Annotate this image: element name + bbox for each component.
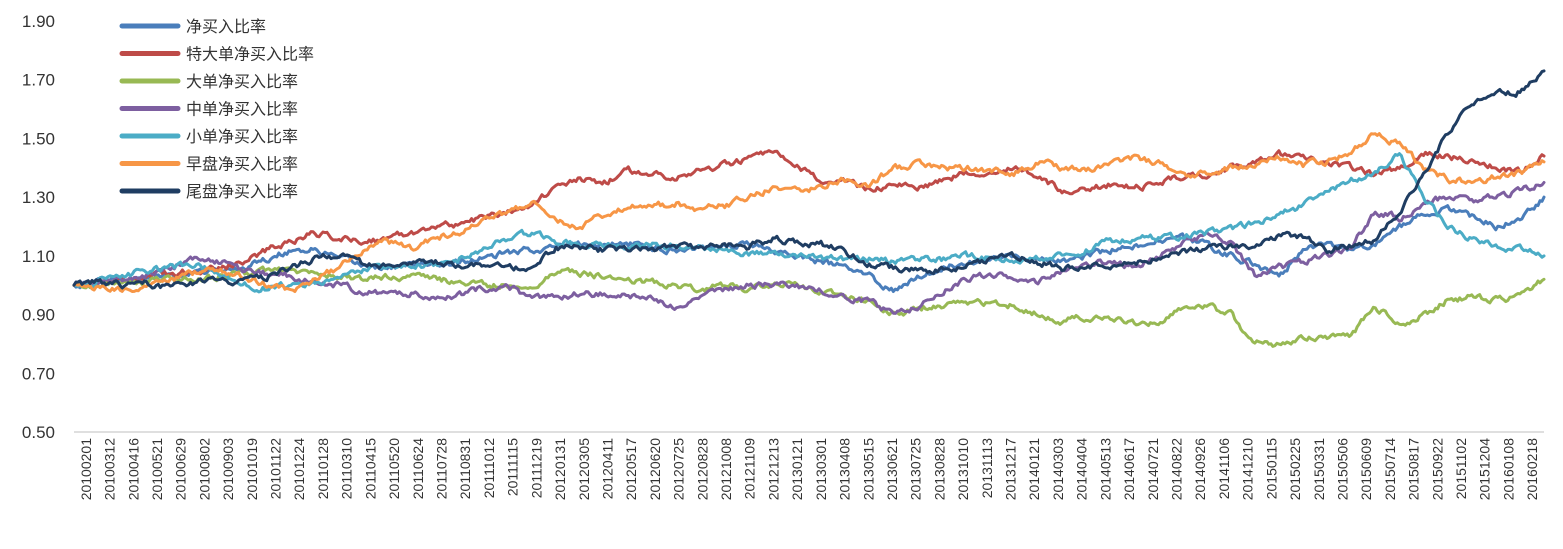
y-tick-label: 1.50	[22, 129, 55, 148]
x-tick-label: 20130301	[813, 438, 829, 501]
x-tick-label: 20160218	[1524, 438, 1540, 501]
x-tick-label: 20140513	[1097, 438, 1113, 501]
x-tick-label: 20150922	[1429, 438, 1445, 501]
x-tick-label: 20141210	[1240, 438, 1256, 501]
x-tick-label: 20131010	[955, 438, 971, 501]
x-tick-label: 20150115	[1263, 438, 1279, 499]
x-tick-label: 20111219	[528, 438, 544, 498]
x-tick-label: 20140822	[1169, 438, 1185, 501]
x-tick-label: 20111012	[481, 438, 497, 498]
x-tick-label: 20110624	[410, 438, 426, 499]
series-line	[72, 149, 1546, 289]
x-tick-label: 20140926	[1192, 438, 1208, 501]
series-lines	[72, 69, 1546, 348]
x-tick-label: 20100521	[149, 438, 165, 501]
x-tick-label: 20150714	[1382, 438, 1398, 501]
x-tick-label: 20140721	[1145, 438, 1161, 501]
x-tick-label: 20140121	[1026, 438, 1042, 501]
x-tick-label: 20130408	[837, 438, 853, 501]
x-tick-label: 20140617	[1121, 438, 1137, 501]
legend-label: 早盘净买入比率	[186, 155, 298, 174]
series-line	[72, 132, 1546, 293]
x-tick-label: 20100201	[78, 438, 94, 501]
y-tick-label: 0.70	[22, 364, 55, 383]
x-tick-label: 20130621	[884, 438, 900, 501]
x-tick-label: 20101122	[268, 438, 284, 499]
y-tick-label: 1.30	[22, 188, 55, 207]
x-tick-label: 20130121	[789, 438, 805, 501]
x-tick-label: 20101019	[244, 438, 260, 501]
legend-label: 特大单净买入比率	[186, 45, 314, 64]
x-tick-label: 20150506	[1334, 438, 1350, 501]
y-tick-label: 1.90	[22, 12, 55, 31]
x-tick-label: 20110310	[339, 438, 355, 499]
x-tick-label: 20131113	[979, 438, 995, 498]
legend-label: 小单净买入比率	[186, 127, 298, 146]
series-line	[72, 69, 1546, 290]
x-tick-label: 20111115	[505, 438, 521, 496]
legend-label: 净买入比率	[186, 17, 266, 36]
x-tick-label: 20120305	[576, 438, 592, 501]
x-tick-label: 20140404	[1074, 438, 1090, 501]
y-tick-label: 1.10	[22, 247, 55, 266]
y-tick-label: 0.90	[22, 306, 55, 325]
x-tick-label: 20100629	[173, 438, 189, 501]
y-tick-label: 1.70	[22, 71, 55, 90]
x-tick-label: 20150817	[1406, 438, 1422, 501]
x-tick-label: 20121008	[718, 438, 734, 501]
x-tick-label: 20121109	[742, 438, 758, 499]
x-tick-label: 20100903	[220, 438, 236, 501]
x-tick-label: 20120828	[694, 438, 710, 501]
y-tick-label: 0.50	[22, 423, 55, 442]
x-tick-label: 20160108	[1500, 438, 1516, 501]
x-tick-label: 20120725	[671, 438, 687, 501]
x-tick-label: 20120411	[599, 438, 615, 499]
x-tick-label: 20110728	[434, 438, 450, 499]
series-line	[72, 152, 1546, 294]
x-tick-label: 20130828	[931, 438, 947, 501]
x-tick-label: 20110520	[386, 438, 402, 499]
legend-label: 中单净买入比率	[186, 100, 298, 119]
x-tick-label: 20141106	[1216, 438, 1232, 499]
x-axis-ticks: 20100201 20100312 20100416 20100521 20100629…	[78, 438, 1540, 501]
x-tick-label: 20130725	[908, 438, 924, 501]
y-axis-ticks: 0.50 0.70 0.90 1.10 1.30 1.50 1.70 1.90	[22, 12, 55, 442]
x-tick-label: 20120620	[647, 438, 663, 501]
x-tick-label: 20110128	[315, 438, 331, 499]
x-tick-label: 20131217	[1003, 438, 1019, 501]
x-tick-label: 20121213	[765, 438, 781, 501]
x-tick-label: 20100802	[196, 438, 212, 501]
x-tick-label: 20150609	[1358, 438, 1374, 501]
x-tick-label: 20120517	[623, 438, 639, 501]
x-tick-label: 20101224	[291, 438, 307, 501]
x-tick-label: 20110831	[457, 438, 473, 499]
legend-label: 大单净买入比率	[186, 72, 298, 91]
x-tick-label: 20140303	[1050, 438, 1066, 501]
x-tick-label: 20130515	[860, 438, 876, 501]
x-tick-label: 20151204	[1477, 438, 1493, 501]
x-tick-label: 20150225	[1287, 438, 1303, 501]
x-tick-label: 20100416	[125, 438, 141, 501]
x-tick-label: 20120131	[552, 438, 568, 501]
x-tick-label: 20151102	[1453, 438, 1469, 499]
x-tick-label: 20150331	[1311, 438, 1327, 501]
legend: 净买入比率特大单净买入比率大单净买入比率中单净买入比率小单净买入比率早盘净买入比…	[119, 17, 314, 201]
legend-label: 尾盘净买入比率	[186, 182, 298, 201]
x-tick-label: 20110415	[362, 438, 378, 499]
x-tick-label: 20100312	[102, 438, 118, 501]
